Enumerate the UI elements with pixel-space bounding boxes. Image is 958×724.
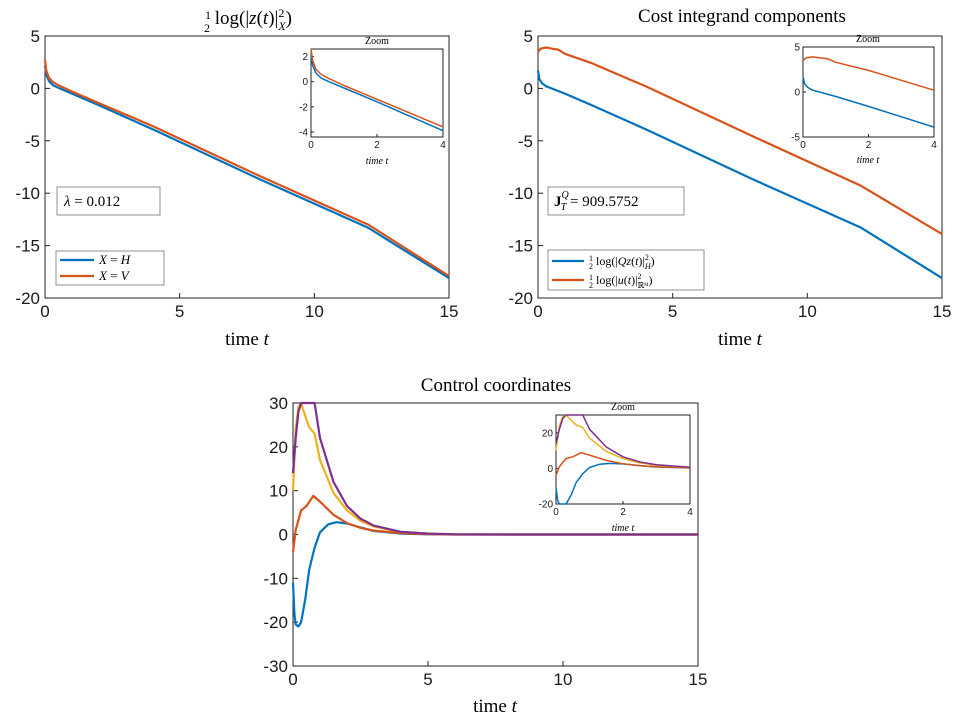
x-tick-label: 0 xyxy=(533,302,542,321)
y-tick-label: -20 xyxy=(508,289,533,308)
panel1-inset-xlabel: time t xyxy=(366,156,389,167)
series-line-4 xyxy=(291,401,698,536)
panel2-title: Cost integrand components xyxy=(638,6,846,27)
inset-y-tick-label: 5 xyxy=(794,43,800,54)
inset-y-tick-label: -2 xyxy=(299,102,308,113)
panel3-xlabel: time t xyxy=(473,696,518,717)
series-line-2 xyxy=(43,59,450,277)
panel3-inset-title: Zoom xyxy=(611,402,635,413)
x-tick-label: 15 xyxy=(440,302,459,321)
panel3-title: Control coordinates xyxy=(421,375,571,396)
y-tick-label: -10 xyxy=(263,569,288,588)
inset-series-line-4 xyxy=(555,414,691,469)
inset-x-tick-label: 0 xyxy=(800,140,806,151)
panel1-plot-area xyxy=(44,35,450,299)
y-tick-label: -5 xyxy=(518,132,533,151)
series-line-1 xyxy=(291,521,698,628)
y-tick-label: 0 xyxy=(31,79,40,98)
y-tick-label: -15 xyxy=(15,237,40,256)
panel2-plot-area xyxy=(537,35,943,299)
panel-cost-integrand: Cost integrand components 0 5 10 1550-5-10-… xyxy=(508,6,951,350)
inset-x-tick-label: 0 xyxy=(308,140,314,151)
x-tick-label: 5 xyxy=(668,302,677,321)
panel2-inset-xlabel: time t xyxy=(857,155,880,166)
inset-y-tick-label: 0 xyxy=(302,77,308,88)
inset-x-tick-label: 0 xyxy=(553,507,559,518)
x-tick-label: 15 xyxy=(933,302,952,321)
x-tick-label: 5 xyxy=(423,670,432,689)
legend-label-x-h: X = H xyxy=(98,252,131,267)
series-line-1 xyxy=(43,65,450,280)
inset-series-line-2 xyxy=(802,56,935,91)
y-tick-label: -20 xyxy=(263,613,288,632)
inset-series-line-3 xyxy=(555,414,691,469)
y-tick-label: 10 xyxy=(269,482,288,501)
y-tick-label: 0 xyxy=(524,79,533,98)
panel-control-coordinates: Control coordinates 0 5 10 153020100-10-20-… xyxy=(263,375,707,717)
inset-x-tick-label: 2 xyxy=(866,140,872,151)
y-tick-label: 30 xyxy=(269,394,288,413)
panel1-inset: Zoom 0 2 4 2 0 -2 -4 time t xyxy=(299,36,446,167)
x-tick-label: 5 xyxy=(175,302,184,321)
panel3-inset-xlabel: time t xyxy=(612,523,635,534)
y-tick-label: -10 xyxy=(508,184,533,203)
panel1-legend: X = H X = V xyxy=(55,250,165,286)
y-tick-label: 20 xyxy=(269,438,288,457)
inset-y-tick-label: 2 xyxy=(302,52,308,63)
y-tick-label: 5 xyxy=(524,27,533,46)
series-line-2 xyxy=(537,46,943,236)
inset-y-tick-label: 0 xyxy=(794,88,800,99)
panel2-inset: Zoom 0 2 450-5 time t xyxy=(791,34,937,166)
x-tick-label: 10 xyxy=(554,670,573,689)
y-tick-label: -5 xyxy=(25,132,40,151)
inset-series-line-2 xyxy=(310,48,444,128)
inset-y-tick-label: -5 xyxy=(791,133,800,144)
x-tick-label: 10 xyxy=(798,302,817,321)
y-tick-label: 0 xyxy=(279,526,288,545)
panel2-cost-value: JQ T = 909.5752 xyxy=(554,190,639,213)
x-tick-label: 0 xyxy=(288,670,297,689)
inset-series-line-1 xyxy=(310,53,444,132)
panel2-cost-box xyxy=(547,186,685,216)
inset-x-tick-label: 2 xyxy=(620,507,626,518)
panel1-lambda-box xyxy=(56,186,161,216)
inset-y-tick-label: 20 xyxy=(542,428,554,439)
x-tick-label: 0 xyxy=(40,302,49,321)
x-tick-label: 15 xyxy=(689,670,708,689)
y-tick-label: -30 xyxy=(263,657,288,676)
panel1-lambda: λ = 0.012 xyxy=(63,194,120,210)
y-tick-label: 5 xyxy=(31,27,40,46)
y-tick-label: -20 xyxy=(15,289,40,308)
inset-x-tick-label: 2 xyxy=(374,140,380,151)
series-line-1 xyxy=(536,70,943,280)
inset-y-tick-label: -20 xyxy=(539,500,554,511)
inset-x-tick-label: 4 xyxy=(440,140,446,151)
panel2-xlabel: time t xyxy=(718,329,763,350)
inset-series-line-1 xyxy=(802,76,935,128)
inset-x-tick-label: 4 xyxy=(931,140,937,151)
inset-series-line-2 xyxy=(555,451,691,476)
panel1-inset-title: Zoom xyxy=(365,36,389,47)
y-tick-label: -10 xyxy=(15,184,40,203)
inset-y-tick-label: -4 xyxy=(299,127,308,138)
inset-y-tick-label: 0 xyxy=(547,464,553,475)
inset-x-tick-label: 4 xyxy=(687,507,693,518)
legend-label-x-v: X = V xyxy=(98,268,131,283)
x-tick-label: 10 xyxy=(305,302,324,321)
panel1-xlabel: time t xyxy=(225,329,270,350)
panel2-inset-title: Zoom xyxy=(856,34,880,45)
y-tick-label: -15 xyxy=(508,237,533,256)
